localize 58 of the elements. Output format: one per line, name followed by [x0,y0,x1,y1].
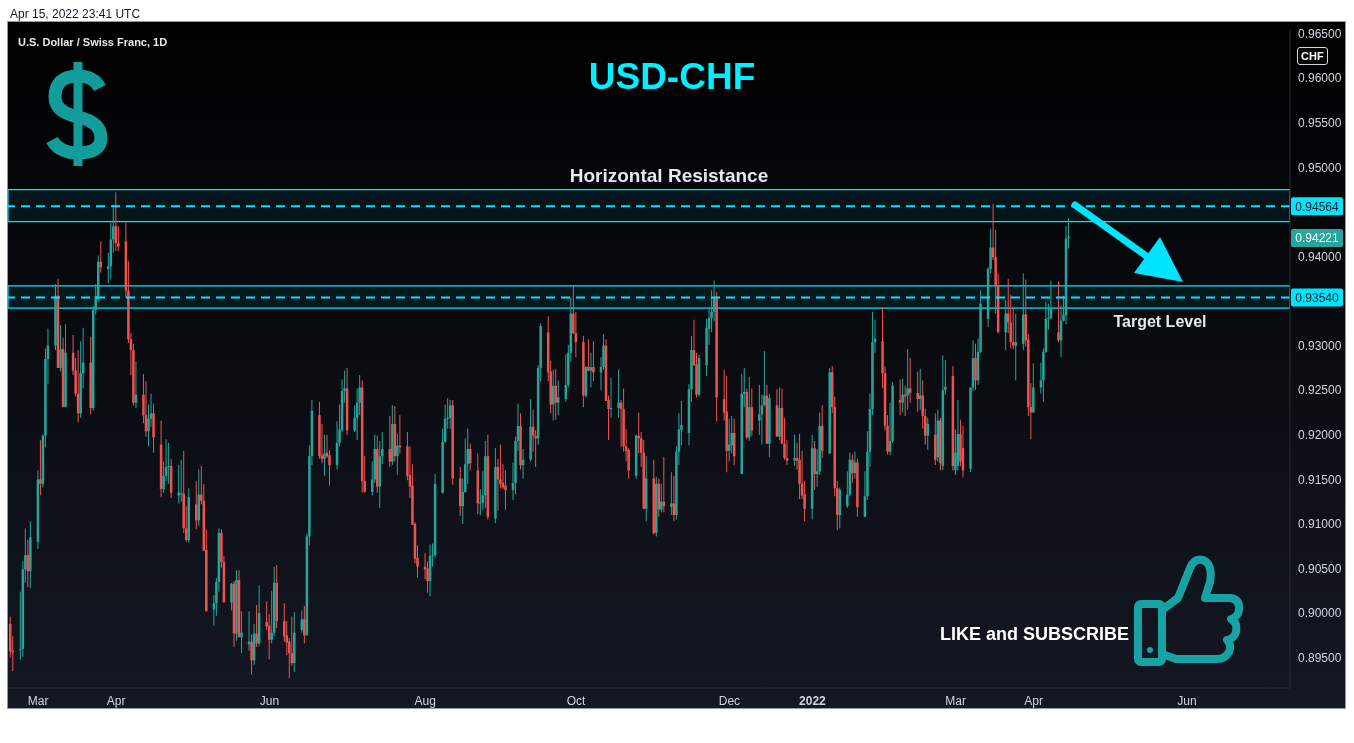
candlestick [592,340,595,382]
y-tick-label: 0.92000 [1298,428,1342,443]
x-tick-label: Mar [945,694,967,708]
x-tick-label: Apr [1024,694,1043,708]
x-tick-label: Apr [106,694,126,708]
candlestick [250,634,253,676]
candlestick [230,582,233,611]
y-axis-title: CHF [1297,47,1328,65]
y-tick-label: 0.91000 [1298,517,1342,532]
y-tick-label: 0.90000 [1298,606,1342,621]
candlestick [793,434,796,467]
y-tick-label: 0.96000 [1298,71,1342,86]
x-tick-label: Aug [414,694,436,708]
y-tick-label: 0.93000 [1298,338,1342,353]
x-tick-label: Mar [27,694,49,708]
candlestick [255,604,258,648]
y-tick-label: 0.95500 [1298,115,1342,130]
candlestick [1004,299,1007,351]
candlestick [318,401,321,460]
y-tick-label: 0.92500 [1298,383,1342,398]
text: U.S. Dollar / Swiss Franc, 1D [18,36,168,48]
candlestick [469,443,472,471]
band-label: Horizontal Resistance [569,164,769,186]
candlestick [59,324,62,372]
ref-line-label: 0.93540 [1295,290,1340,305]
candlestick [554,368,557,421]
x-tick-label: Jun [259,694,280,708]
candlestick [195,480,198,530]
y-tick-label: 0.91500 [1298,472,1342,487]
candlestick [660,483,663,513]
candlestick [167,442,170,485]
x-tick-label: Jun [1177,694,1197,708]
y-tick-label: 0.96500 [1298,26,1342,41]
candlestick [617,369,620,419]
x-tick-label: 2022 [799,694,827,708]
y-tick-label: 0.90500 [1298,561,1342,576]
y-tick-label: 0.95000 [1298,160,1342,175]
candlestick [901,378,904,413]
candlestick [974,343,977,391]
candlestick [39,439,42,496]
candlestick [1057,280,1060,343]
text: USD-CHF [587,56,757,98]
x-tick-label: Oct [566,694,587,708]
ref-line-label: 0.94564 [1295,199,1340,214]
candlestick [798,433,801,500]
candlestick [916,370,919,413]
candlestick [587,338,590,372]
candlestick [240,610,243,654]
candlestick [396,433,399,476]
text: 0.94221 [1291,229,1343,247]
band-label: Target Level [1113,313,1207,331]
annotation: LIKE and SUBSCRIBE [940,624,1130,645]
candlestick [557,379,560,416]
candlestick [670,471,673,516]
y-tick-label: 0.94000 [1298,249,1342,264]
y-tick-label: 0.89500 [1298,650,1342,665]
x-tick-label: Dec [718,694,741,708]
text: Apr 15, 2022 23:41 UTC [10,7,141,21]
